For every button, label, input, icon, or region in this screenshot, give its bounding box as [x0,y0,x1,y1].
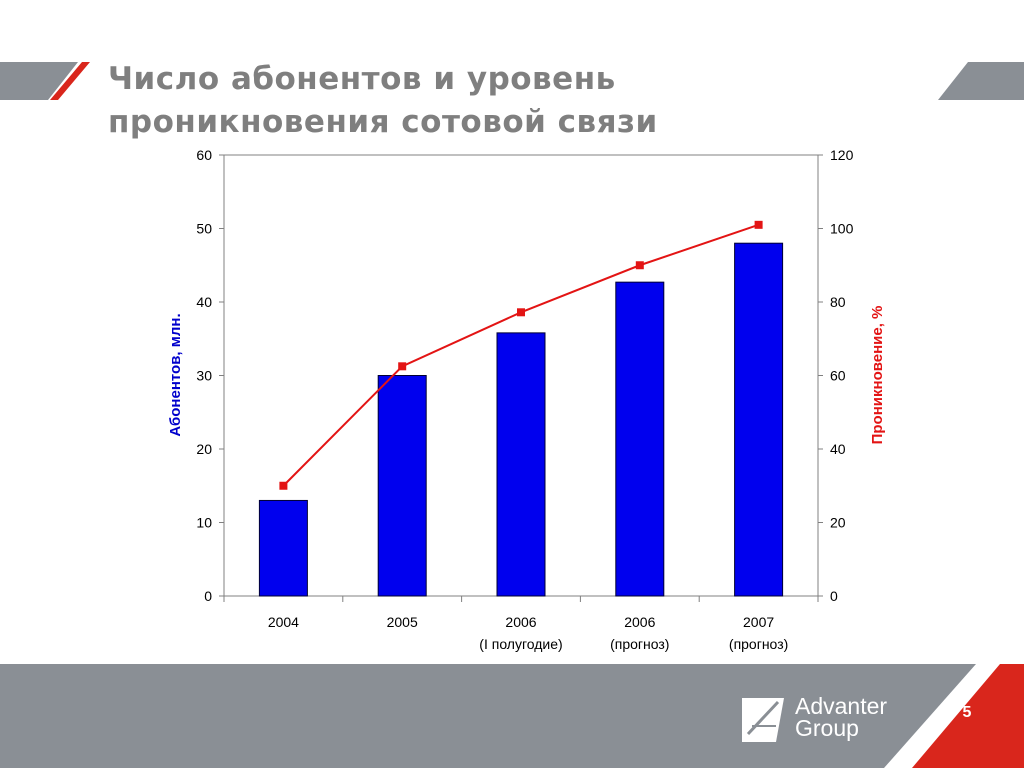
x-axis-category-label: (прогноз) [610,636,669,652]
bar-subscribers [377,375,427,597]
right-axis-tick-label: 40 [830,441,846,457]
x-axis-category-label: 2006 [624,614,655,630]
footer-band [0,664,976,768]
header-accent-left [50,62,90,100]
slide-title: Число абонентов и уровень проникновения … [108,58,868,144]
x-axis-category-label: 2006 [505,614,536,630]
logo-text-line-2: Group [795,715,859,741]
right-axis-tick-label: 120 [830,147,854,163]
line-penetration-marker [754,220,763,229]
left-axis-tick-label: 30 [196,368,212,384]
x-axis-category-label: 2007 [743,614,774,630]
line-penetration-marker [279,481,288,490]
right-axis-tick-label: 100 [830,221,854,237]
x-axis-category-label: 2004 [268,614,299,630]
bar-subscribers [734,242,784,597]
left-axis-tick-label: 40 [196,294,212,310]
page-number: 5 [962,704,972,721]
bar-subscribers [496,332,546,597]
line-penetration-marker [635,261,644,270]
left-axis-tick-label: 60 [196,147,212,163]
bar-subscribers [615,281,665,597]
right-axis-tick-label: 20 [830,515,846,531]
chart-plot-area: 0 10 20 30 40 50 60 0 20 40 60 80 100 120 2004 2005 2006… [167,147,886,652]
left-axis-tick-label: 20 [196,441,212,457]
header-stripe-right [938,62,1024,100]
header-stripe-left [0,62,78,100]
left-axis-tick-label: 0 [204,588,212,604]
line-penetration-marker [517,308,525,317]
bar-subscribers [258,499,308,597]
right-axis-tick-label: 80 [830,294,846,310]
logo-text-line-1: Advanter [795,693,888,719]
left-axis-title: Абонентов, млн. [167,313,184,436]
slide-title-line-2: проникновения сотовой связи [108,104,658,140]
right-axis-tick-label: 0 [830,588,838,604]
footer-accent-red [912,664,1024,768]
left-axis-tick-label: 10 [196,515,212,531]
advanter-logo-text: Advanter Group [795,693,888,741]
footer-accent-stripe [886,664,994,768]
advanter-logo-icon [742,698,784,742]
right-axis-tick-label: 60 [830,368,846,384]
right-axis-title: Проникновение, % [869,306,886,445]
left-axis-tick-label: 50 [196,221,212,237]
slide-title-line-1: Число абонентов и уровень [108,61,616,97]
x-axis-category-label: (I полугодие) [479,636,562,652]
x-axis-category-label: (прогноз) [729,636,788,652]
x-axis-category-label: 2005 [387,614,418,630]
line-penetration-marker [398,362,407,371]
